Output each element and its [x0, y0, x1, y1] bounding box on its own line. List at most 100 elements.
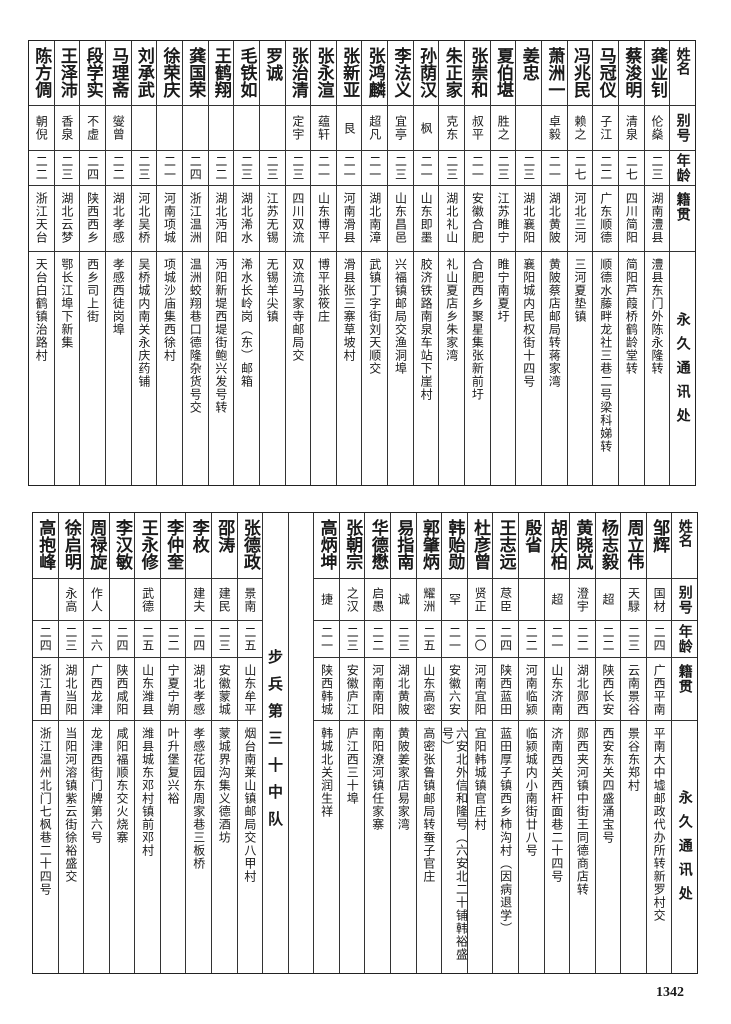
- entry-origin: 湖北孝感: [191, 664, 206, 716]
- entry-name: 徐荣庆: [159, 47, 180, 98]
- header-age: 年龄: [670, 151, 695, 186]
- entry-name-cell: 王永修: [135, 513, 160, 579]
- entry-origin: 江苏无锡: [265, 192, 280, 244]
- entry-age: 二二: [598, 155, 613, 181]
- entry-age-cell: 二三: [285, 151, 311, 186]
- entry-name-cell: 姜忠: [516, 41, 542, 106]
- roster-entry: 邵涛 建民 二三 安徽蒙城 蒙城界沟集义德酒坊: [211, 513, 237, 973]
- entry-origin: 浙江青田: [38, 664, 53, 716]
- entry-name-cell: 刘承武: [131, 41, 157, 106]
- entry-address: 顺德水藤畔龙社三巷二号梁科娣转: [598, 258, 613, 453]
- entry-alias-cell: 蕴轩: [311, 106, 336, 151]
- entry-origin: 安徽庐江: [345, 664, 360, 716]
- entry-age-cell: 二二: [365, 621, 391, 658]
- entry-name: 邵涛: [214, 519, 235, 553]
- entry-address-cell: 当阳河溶镇紫云街徐裕盛交: [59, 721, 84, 973]
- entry-address: 黄陂蔡店邮局转蒋家湾: [547, 258, 562, 388]
- entry-alias: 燮曾: [111, 115, 126, 141]
- roster-entry: 张治清 定宇 二三 四川双流 双流马家寺邮局交: [284, 41, 311, 485]
- roster-entry: 郭肇炳 耀洲 二五 山东高密 高密张鲁镇邮局转蚕子官庄: [415, 513, 442, 973]
- entry-name-cell: 冯兆民: [567, 41, 593, 106]
- entry-address-cell: 六安北外信和隆号（六安北二十铺韩裕盛号）: [442, 721, 467, 973]
- entry-origin: 山东博平: [316, 192, 331, 244]
- entry-address-cell: 沔阳新堤西堤街鲍兴发号转: [209, 252, 234, 485]
- roster-entry: 王泽沛 香泉 二三 湖北云梦 鄂长江埠下新集: [53, 41, 80, 485]
- entry-age-cell: 二四: [182, 151, 208, 186]
- entry-alias-cell: 香泉: [54, 106, 80, 151]
- entry-name: 陈方倜: [31, 47, 52, 98]
- entry-age: 二三: [396, 626, 411, 652]
- entry-alias-cell: 永高: [58, 579, 84, 621]
- entry-age-cell: 二一: [336, 151, 362, 186]
- entry-origin-cell: 陕西咸阳: [109, 658, 135, 721]
- entry-alias: 之汉: [345, 586, 360, 613]
- entry-address-cell: 韩城北关润生祥: [314, 721, 339, 973]
- entry-address-cell: 合肥西乡聚星集张新前圩: [465, 252, 490, 485]
- entry-address-cell: 睢宁南夏圩: [491, 252, 516, 485]
- entry-origin: 四川简阳: [624, 192, 639, 244]
- entry-age-cell: 二二: [570, 621, 595, 658]
- entry-age: 二一: [316, 155, 331, 181]
- entry-origin: 山东即墨: [419, 192, 434, 244]
- entry-name-cell: 朱正家: [439, 41, 465, 106]
- entry-age-cell: 二三: [644, 151, 670, 186]
- entry-origin: 广西平南: [652, 664, 667, 716]
- entry-name-cell: 杨志毅: [595, 513, 621, 579]
- entry-alias-cell: 耀洲: [416, 579, 442, 621]
- entry-address-cell: 咸阳福顺东交火烧寨: [110, 721, 135, 973]
- entry-address: 孝感花园东周家巷三板桥: [191, 727, 206, 870]
- entry-alias-cell: 赖之: [567, 106, 593, 151]
- entry-address-cell: 兴福镇邮局交渔洞埠: [388, 252, 413, 485]
- entry-age-cell: 二三: [490, 151, 516, 186]
- entry-origin: 山东牟平: [242, 664, 257, 716]
- header-address: 永久通讯处: [672, 721, 697, 973]
- entry-address: 滑县张三寨草坡村: [342, 258, 357, 362]
- entry-alias-cell: [160, 579, 186, 621]
- entry-age: 二一: [342, 155, 357, 181]
- entry-age: 二五: [421, 626, 436, 652]
- entry-alias-cell: 荩臣: [493, 579, 518, 621]
- entry-address: 兴福镇邮局交渔洞埠: [393, 258, 408, 375]
- entry-name-cell: 张永渲: [311, 41, 336, 106]
- entry-address-cell: 临颍城内小南街廿八号: [519, 721, 544, 973]
- entry-address-cell: 蒙城界沟集义德酒坊: [212, 721, 237, 973]
- entry-origin: 湖北当阳: [63, 664, 78, 716]
- entry-name-cell: 徐启明: [58, 513, 84, 579]
- entry-address: 龙津西街门牌第六号: [89, 727, 104, 844]
- entry-alias-cell: [259, 106, 285, 151]
- entry-age: 二七: [624, 155, 639, 181]
- entry-name-cell: 高抱峰: [32, 513, 58, 579]
- entry-origin-cell: 江苏睢宁: [490, 186, 516, 252]
- entry-address-cell: 双流马家寺邮局交: [286, 252, 311, 485]
- entry-address: 简阳芦葭桥鹤龄堂转: [624, 258, 639, 375]
- entry-address: 咸阳福顺东交火烧寨: [114, 727, 129, 844]
- entry-name: 张朝宗: [342, 519, 363, 570]
- entry-name-cell: 易指南: [391, 513, 416, 579]
- entry-name: 李仲奎: [163, 519, 184, 570]
- entry-name-cell: 徐荣庆: [157, 41, 182, 106]
- entry-origin: 陕西西乡: [85, 192, 100, 244]
- entry-age: 二三: [63, 626, 78, 652]
- entry-origin-cell: 广东顺德: [593, 186, 619, 252]
- entry-name-cell: 毛铁如: [234, 41, 259, 106]
- entry-name: 黄晓岚: [572, 519, 593, 570]
- header-alias-label: 别号: [676, 584, 693, 615]
- roster-entry: 高抱峰 二四 浙江青田 浙江温州北门七枫巷二十四号: [32, 513, 58, 973]
- entry-alias-cell: [234, 106, 259, 151]
- entry-origin: 湖北孝感: [111, 192, 126, 244]
- roster-entry: 周禄旋 作人 二六 广西龙津 龙津西街门牌第六号: [83, 513, 109, 973]
- entry-alias: 艮: [342, 121, 357, 135]
- entry-name-cell: 周立伟: [621, 513, 646, 579]
- header-origin-label: 籍贯: [674, 192, 691, 222]
- entry-age: 二四: [114, 626, 129, 652]
- entry-address-cell: 顺德水藤畔龙社三巷二号梁科娣转: [593, 252, 618, 485]
- entry-address-cell: 礼山夏店乡朱家湾: [439, 252, 464, 485]
- entry-address-cell: 蓝田厚子镇西乡柿沟村（因病退学）: [493, 721, 518, 973]
- blank-column: [287, 513, 314, 973]
- roster-table-bottom: 姓名 别号 年龄 籍贯 永久通讯处 邹辉 国材 二四 广西平南 平南大中墟邮政代办所转新罗村交 周立…: [32, 512, 698, 974]
- entry-address: 鄂长江埠下新集: [59, 258, 74, 349]
- entry-origin-cell: 山东高密: [416, 658, 442, 721]
- entry-age-cell: 二七: [619, 151, 644, 186]
- entry-age-cell: 二二: [105, 151, 131, 186]
- entry-name: 龚业钊: [647, 47, 668, 98]
